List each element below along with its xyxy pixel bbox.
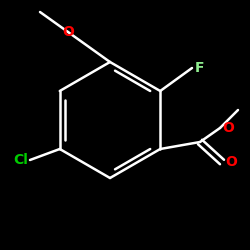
Text: O: O (62, 25, 74, 39)
Text: O: O (222, 121, 234, 135)
Text: O: O (225, 155, 237, 169)
Text: Cl: Cl (13, 153, 28, 167)
Text: F: F (195, 61, 204, 75)
